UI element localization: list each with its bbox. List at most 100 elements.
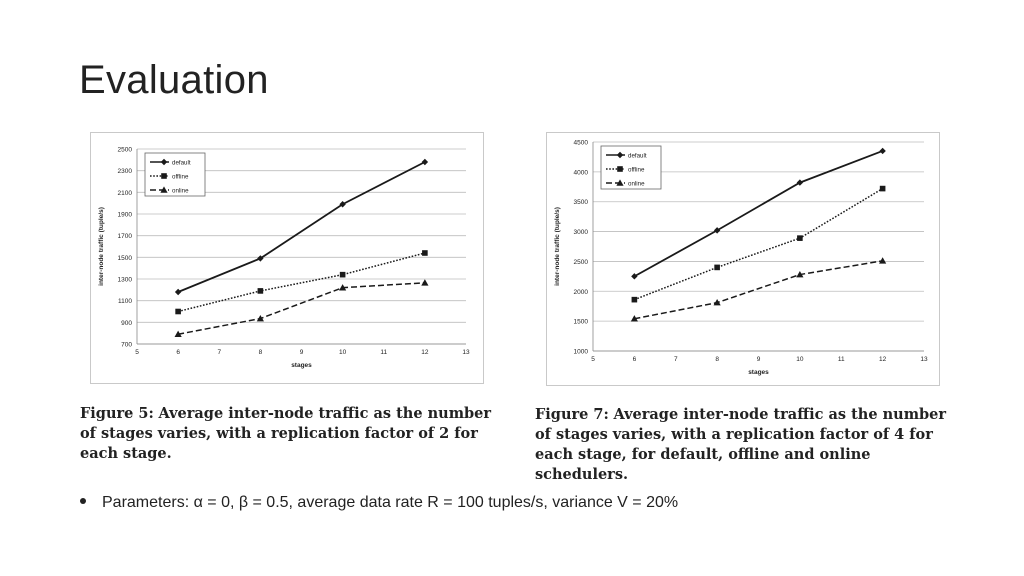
- fig7-series-default-point: [713, 227, 721, 234]
- fig5-xtick-label: 8: [259, 349, 263, 356]
- fig7-ytick-label: 4500: [574, 140, 589, 147]
- fig5-ytick-label: 2500: [118, 147, 133, 154]
- fig7-ytick-label: 2000: [574, 289, 589, 296]
- fig7-xtick-label: 7: [674, 356, 678, 363]
- fig5-series-offline: [175, 250, 428, 315]
- fig5-legend-marker-online: [160, 186, 168, 193]
- fig5-legend-label-default: default: [172, 159, 191, 166]
- fig7-xtick-label: 5: [591, 356, 595, 363]
- fig7-legend-marker-default: [616, 151, 624, 159]
- fig7-series-online-point: [713, 299, 721, 306]
- fig5-xtick-label: 11: [380, 349, 387, 356]
- fig7-xtick-label: 10: [796, 356, 804, 363]
- fig5-series-offline-point: [339, 271, 346, 278]
- fig7-series-default-point: [796, 179, 804, 186]
- fig7-y-axis-label: inter-node traffic (tuple/s): [554, 207, 561, 286]
- chart-figure-7: 1000 1500 2000 2500 3000 3500 4000 4500 5 6 7 8 9 10 1…: [546, 132, 940, 386]
- fig7-series-online-point: [796, 270, 804, 278]
- fig7-series-offline-point: [631, 296, 638, 303]
- fig5-ytick-label: 2100: [118, 190, 133, 197]
- fig5-ytick-label: 1900: [118, 212, 133, 219]
- fig5-series-offline-point: [257, 288, 264, 294]
- fig5-series-online-point: [421, 279, 429, 286]
- fig5-series-online-point: [174, 330, 182, 338]
- fig5-series-online-line: [177, 282, 425, 335]
- fig7-ytick-label: 1500: [574, 319, 589, 326]
- fig5-series-offline-line: [177, 252, 426, 313]
- fig5-series-default-point: [339, 201, 346, 208]
- figure-5-caption: Figure 5: Average inter-node traffic as …: [80, 404, 510, 464]
- fig7-series-offline: [631, 185, 886, 303]
- fig5-legend-marker-offline: [161, 173, 167, 179]
- fig7-series-default-line: [633, 150, 883, 278]
- fig7-ytick-label: 4000: [574, 169, 589, 176]
- fig7-xtick-label: 9: [757, 356, 761, 363]
- fig7-ytick-label: 1000: [574, 349, 589, 356]
- figure-7-caption-text: Average inter-node traffic as the number…: [535, 406, 947, 483]
- parameters-text: Parameters: α = 0, β = 0.5, average data…: [102, 494, 679, 511]
- fig5-series-offline-point: [175, 308, 181, 315]
- fig7-xtick-label: 8: [715, 356, 719, 363]
- fig7-series-default-point: [631, 273, 638, 280]
- fig7-series-online-line: [634, 260, 883, 320]
- chart-figure-5-svg: 700 900 1100 1300 1500 1700 1900 2100 2300 2500 5 6…: [98, 147, 470, 370]
- fig5-xtick-label: 7: [217, 349, 221, 356]
- fig5-series-offline-point: [422, 250, 428, 256]
- fig5-y-axis-label: inter-node traffic (tuple/s): [98, 207, 105, 286]
- fig5-ytick-label: 1100: [118, 298, 132, 305]
- fig5-series-default-point: [421, 158, 429, 166]
- fig7-ytick-label: 3000: [574, 229, 589, 236]
- fig7-legend-label-default: default: [628, 152, 647, 159]
- fig5-ytick-label: 1700: [118, 233, 133, 240]
- fig5-xtick-label: 6: [176, 349, 180, 356]
- fig5-xtick-label: 5: [135, 349, 139, 356]
- fig5-xtick-label: 13: [462, 349, 470, 356]
- parameters-bullet: Parameters: α = 0, β = 0.5, average data…: [80, 494, 678, 512]
- fig7-ytick-label: 2500: [574, 259, 589, 266]
- fig5-ytick-label: 700: [121, 342, 132, 349]
- fig5-series-default: [174, 158, 429, 296]
- fig5-series-default-point: [174, 288, 182, 296]
- fig7-legend-label-online: online: [628, 180, 645, 187]
- chart-figure-5: 700 900 1100 1300 1500 1700 1900 2100 2300 2500 5 6…: [90, 132, 484, 384]
- fig5-xtick-label: 12: [421, 349, 429, 356]
- fig5-xtick-label: 10: [339, 349, 347, 356]
- fig7-series-online-point: [879, 257, 887, 264]
- fig7-legend-marker-online: [616, 179, 624, 186]
- fig5-series-online: [174, 279, 429, 338]
- fig7-legend-box: [600, 145, 662, 190]
- fig7-series-offline-point: [714, 264, 720, 271]
- fig7-xtick-label: 12: [879, 356, 887, 363]
- fig5-series-online-point: [256, 314, 264, 322]
- fig7-xtick-label: 6: [633, 356, 637, 363]
- fig7-xtick-label: 11: [838, 356, 845, 363]
- fig5-legend-label-offline: offline: [172, 173, 189, 180]
- fig7-series-online-point: [630, 315, 638, 322]
- fig7-series-default: [631, 147, 886, 280]
- fig7-series-offline-point: [797, 235, 803, 241]
- fig5-series-default-point: [257, 255, 264, 262]
- figure-5-caption-label: Figure 5:: [80, 405, 154, 422]
- chart-figure-7-svg: 1000 1500 2000 2500 3000 3500 4000 4500 5 6 7 8 9 10 1…: [554, 140, 928, 377]
- slide-title: Evaluation: [79, 58, 269, 102]
- fig5-series-default-line: [177, 161, 426, 293]
- fig5-legend-box: [144, 152, 206, 197]
- fig5-ytick-label: 900: [121, 320, 132, 327]
- fig7-series-online: [630, 257, 887, 322]
- figure-5-caption-text: Average inter-node traffic as the number…: [80, 405, 492, 462]
- fig7-series-default-point: [879, 147, 886, 155]
- figure-7-caption-label: Figure 7:: [535, 406, 609, 423]
- figure-7-caption: Figure 7: Average inter-node traffic as …: [535, 405, 965, 485]
- fig7-legend-label-offline: offline: [628, 166, 645, 173]
- fig5-xtick-label: 9: [300, 349, 304, 356]
- fig7-series-offline-point: [879, 185, 886, 192]
- fig5-ytick-label: 1500: [118, 255, 133, 262]
- fig5-series-online-point: [339, 284, 347, 291]
- fig7-ytick-label: 3500: [574, 199, 589, 206]
- fig7-xtick-label: 13: [920, 356, 928, 363]
- fig5-x-axis-label: stages: [291, 362, 312, 369]
- fig5-ytick-label: 2300: [118, 168, 133, 175]
- fig5-ytick-label: 1300: [118, 277, 133, 284]
- fig7-series-offline-line: [634, 187, 884, 301]
- fig7-x-axis-label: stages: [748, 369, 769, 376]
